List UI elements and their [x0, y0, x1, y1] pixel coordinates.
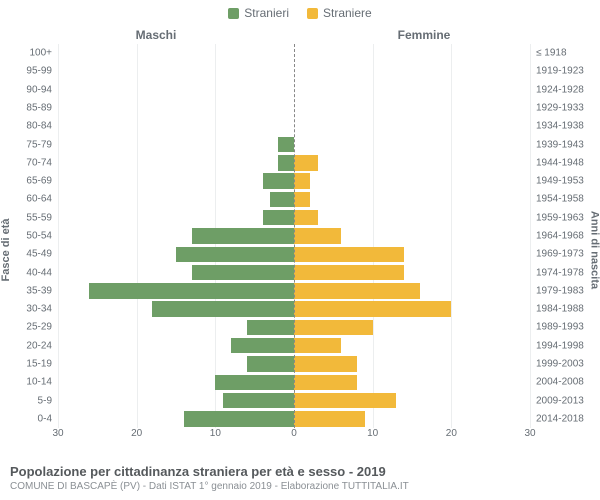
x-tick: 30: [52, 428, 63, 439]
swatch-female: [307, 8, 318, 19]
bar-male: [176, 247, 294, 262]
bar-female: [294, 155, 318, 170]
year-label: 1999-2003: [536, 359, 600, 370]
header-female: Femmine: [290, 28, 600, 42]
age-label: 100+: [0, 48, 52, 59]
bar-female: [294, 338, 341, 353]
bar-female: [294, 411, 365, 426]
x-axis: 3020100102030: [58, 428, 530, 444]
year-label: 1974-1978: [536, 267, 600, 278]
y-right-labels: 2014-2018 2009-2013 2004-2008 1999-2003 1994…: [532, 44, 600, 428]
chart-subtitle: COMUNE DI BASCAPÈ (PV) - Dati ISTAT 1° g…: [10, 481, 590, 492]
age-label: 25-29: [0, 322, 52, 333]
y-left-labels: 0-4 5-9 10-14 15-19 20-24 25-29 30-34 35-39 40-4…: [0, 44, 56, 428]
legend-item-female: Straniere: [307, 6, 372, 20]
bar-female: [294, 192, 310, 207]
legend: Stranieri Straniere: [0, 0, 600, 20]
age-label: 75-79: [0, 139, 52, 150]
x-tick: 10: [367, 428, 378, 439]
age-label: 80-84: [0, 121, 52, 132]
bar-male: [215, 375, 294, 390]
bar-male: [152, 301, 294, 316]
age-label: 85-89: [0, 103, 52, 114]
age-label: 50-54: [0, 231, 52, 242]
bar-female: [294, 173, 310, 188]
bar-female: [294, 247, 404, 262]
year-label: 1934-1938: [536, 121, 600, 132]
bar-male: [278, 155, 294, 170]
x-tick: 30: [524, 428, 535, 439]
legend-item-male: Stranieri: [228, 6, 289, 20]
year-label: 1964-1968: [536, 231, 600, 242]
age-label: 40-44: [0, 267, 52, 278]
bar-female: [294, 301, 451, 316]
bar-male: [270, 192, 294, 207]
bar-female: [294, 210, 318, 225]
age-label: 95-99: [0, 66, 52, 77]
bar-female: [294, 228, 341, 243]
bar-male: [263, 173, 294, 188]
age-label: 30-34: [0, 304, 52, 315]
year-label: 1944-1948: [536, 157, 600, 168]
age-label: 10-14: [0, 377, 52, 388]
age-label: 35-39: [0, 285, 52, 296]
bar-male: [247, 356, 294, 371]
bar-male: [247, 320, 294, 335]
year-label: 1989-1993: [536, 322, 600, 333]
center-line: [294, 44, 295, 428]
year-label: 2014-2018: [536, 413, 600, 424]
age-label: 60-64: [0, 194, 52, 205]
year-label: 1919-1923: [536, 66, 600, 77]
swatch-male: [228, 8, 239, 19]
age-label: 5-9: [0, 395, 52, 406]
bar-male: [89, 283, 294, 298]
age-label: 65-69: [0, 176, 52, 187]
chart-area: [58, 44, 530, 428]
year-label: 1954-1958: [536, 194, 600, 205]
bar-male: [278, 137, 294, 152]
header-male: Maschi: [0, 28, 290, 42]
year-label: 1979-1983: [536, 285, 600, 296]
bar-female: [294, 283, 420, 298]
year-label: 1969-1973: [536, 249, 600, 260]
year-label: 1949-1953: [536, 176, 600, 187]
grid-line: [530, 44, 531, 428]
x-tick: 20: [446, 428, 457, 439]
bar-female: [294, 356, 357, 371]
column-headers: Maschi Femmine: [0, 28, 600, 42]
year-label: 1984-1988: [536, 304, 600, 315]
age-label: 90-94: [0, 84, 52, 95]
year-label: ≤ 1918: [536, 48, 600, 59]
bar-male: [231, 338, 294, 353]
bar-male: [184, 411, 294, 426]
year-label: 1924-1928: [536, 84, 600, 95]
age-label: 0-4: [0, 413, 52, 424]
bar-female: [294, 375, 357, 390]
bar-female: [294, 265, 404, 280]
year-label: 1959-1963: [536, 212, 600, 223]
year-label: 1939-1943: [536, 139, 600, 150]
footer: Popolazione per cittadinanza straniera p…: [10, 464, 590, 492]
year-label: 2009-2013: [536, 395, 600, 406]
year-label: 1994-1998: [536, 340, 600, 351]
age-label: 15-19: [0, 359, 52, 370]
age-label: 45-49: [0, 249, 52, 260]
bar-female: [294, 320, 373, 335]
x-tick: 10: [210, 428, 221, 439]
legend-label-female: Straniere: [323, 6, 372, 20]
x-tick: 20: [131, 428, 142, 439]
bar-male: [223, 393, 294, 408]
chart-title: Popolazione per cittadinanza straniera p…: [10, 464, 590, 479]
age-label: 70-74: [0, 157, 52, 168]
x-tick: 0: [291, 428, 297, 439]
bar-male: [263, 210, 294, 225]
bar-female: [294, 393, 396, 408]
year-label: 2004-2008: [536, 377, 600, 388]
age-label: 20-24: [0, 340, 52, 351]
age-label: 55-59: [0, 212, 52, 223]
year-label: 1929-1933: [536, 103, 600, 114]
legend-label-male: Stranieri: [244, 6, 289, 20]
bar-male: [192, 228, 294, 243]
bar-male: [192, 265, 294, 280]
